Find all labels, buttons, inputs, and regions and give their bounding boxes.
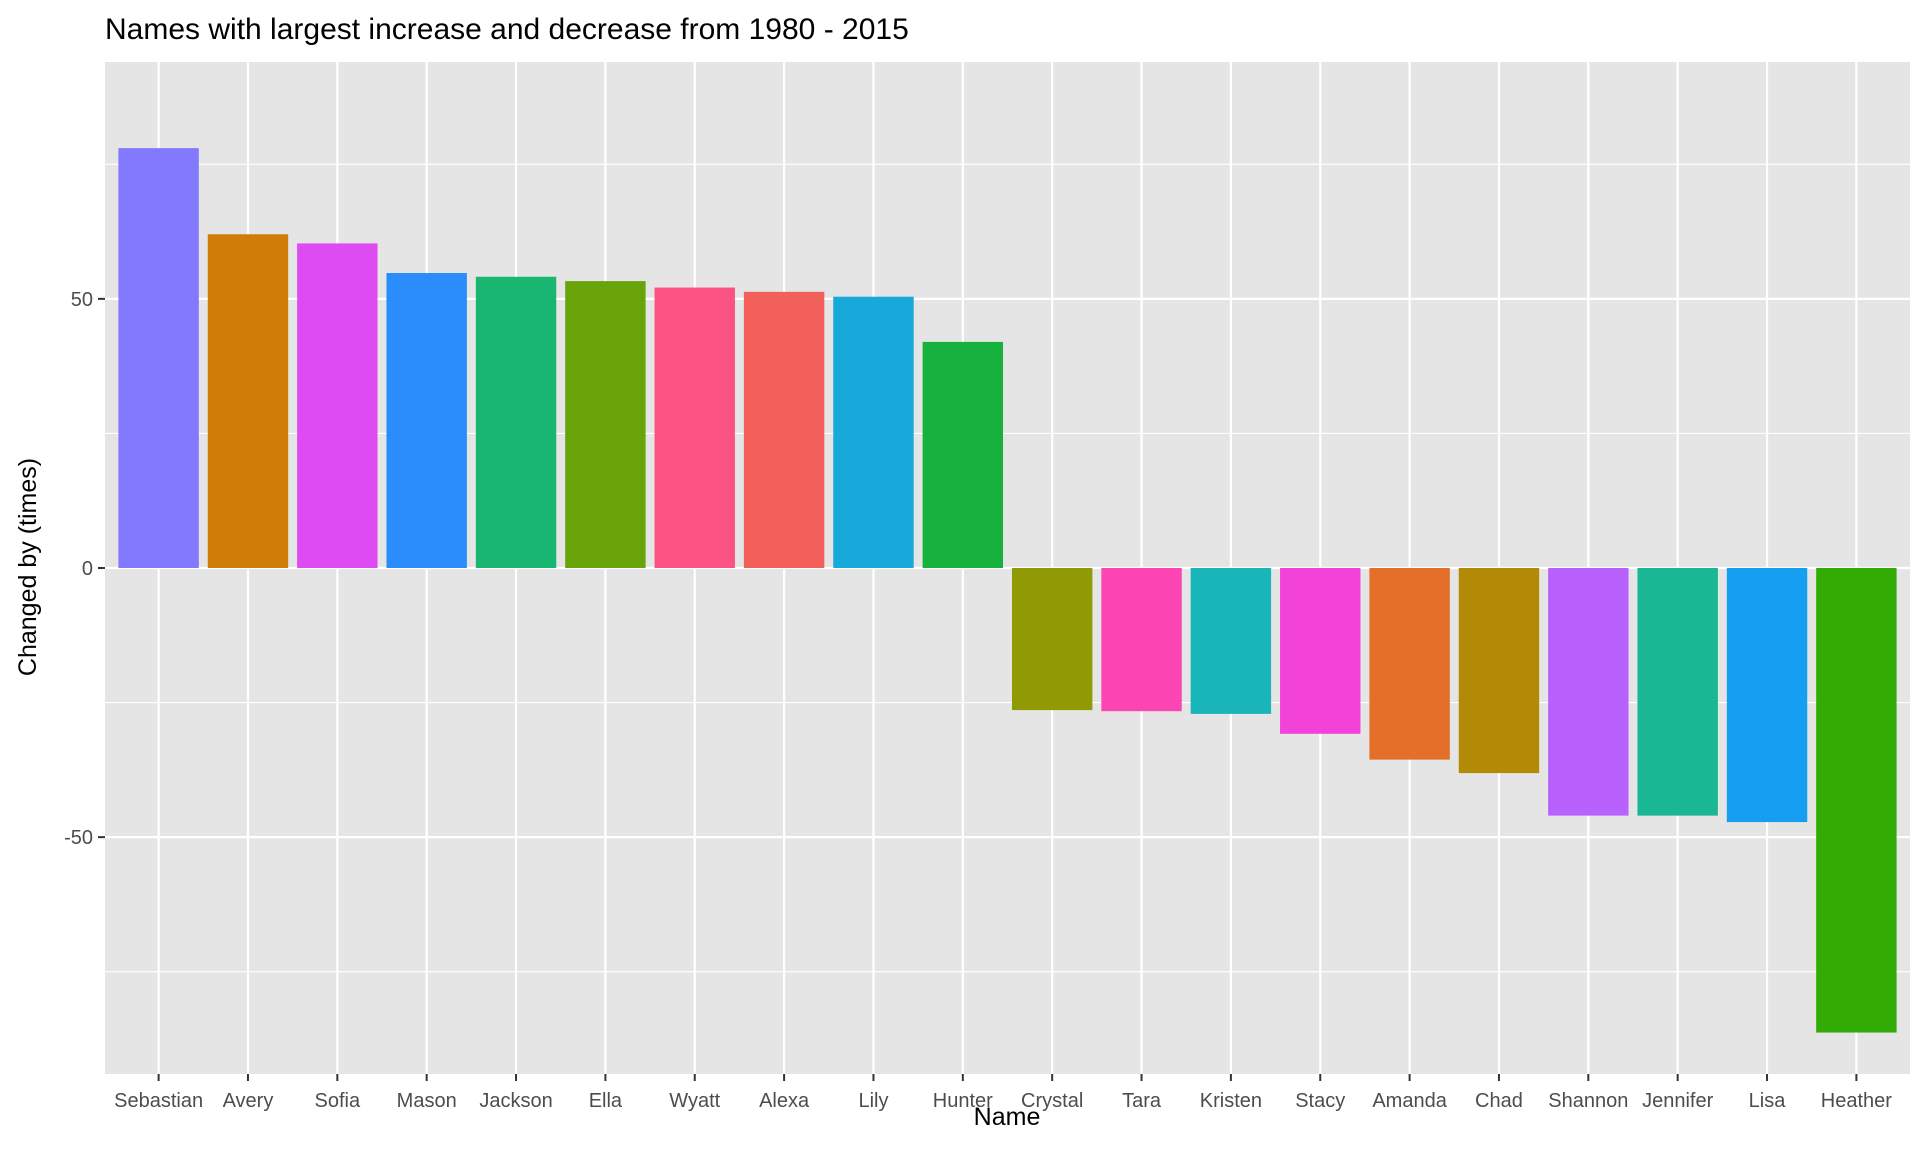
x-tick-label: Shannon — [1548, 1090, 1628, 1112]
x-tick-label: Lisa — [1749, 1090, 1787, 1112]
bar-jennifer — [1637, 568, 1718, 816]
bar-avery — [207, 234, 289, 569]
y-tick-label: 0 — [82, 558, 93, 580]
x-tick-label: Lily — [858, 1090, 888, 1112]
bar-wyatt — [654, 287, 735, 568]
x-axis: Sebastian Avery Sofia Mason Jackson Ella Wyatt… — [114, 1074, 1892, 1112]
bars — [118, 148, 1897, 1033]
bar-sebastian — [118, 148, 199, 568]
x-tick-label: Alexa — [759, 1090, 810, 1112]
x-tick-label: Wyatt — [669, 1090, 720, 1112]
bar-alexa — [743, 291, 825, 568]
bar-stacy — [1280, 568, 1361, 734]
y-axis-title: Changed by (times) — [14, 458, 42, 676]
x-tick-label: Ella — [589, 1090, 623, 1112]
x-tick-label: Jennifer — [1642, 1090, 1713, 1112]
x-tick-label: Crystal — [1021, 1090, 1083, 1112]
bar-heather — [1816, 568, 1897, 1033]
x-tick-label: Avery — [223, 1090, 274, 1112]
bar-hunter — [922, 341, 1004, 568]
bar-chad — [1458, 568, 1540, 774]
bar-sofia — [297, 243, 378, 569]
x-tick-label: Kristen — [1200, 1090, 1262, 1112]
x-tick-label: Hunter — [933, 1090, 993, 1112]
y-axis: -50 0 50 — [64, 289, 105, 849]
x-tick-label: Chad — [1475, 1090, 1523, 1112]
bar-shannon — [1548, 568, 1629, 816]
bar-jackson — [475, 276, 557, 568]
x-tick-label: Mason — [397, 1090, 457, 1112]
bar-crystal — [1011, 568, 1093, 711]
bar-tara — [1101, 568, 1182, 712]
x-tick-label: Sofia — [315, 1090, 361, 1112]
x-tick-label: Tara — [1122, 1090, 1162, 1112]
bar-kristen — [1190, 568, 1272, 714]
chart-title: Names with largest increase and decrease… — [105, 13, 909, 46]
y-tick-label: 50 — [71, 289, 93, 311]
x-tick-label: Sebastian — [114, 1090, 203, 1112]
bar-amanda — [1369, 568, 1450, 760]
bar-lily — [833, 296, 914, 568]
x-tick-label: Heather — [1821, 1090, 1892, 1112]
x-axis-title: Name — [974, 1103, 1041, 1131]
x-tick-label: Stacy — [1295, 1090, 1345, 1112]
bar-ella — [565, 281, 646, 568]
y-tick-label: -50 — [64, 827, 93, 849]
x-tick-label: Amanda — [1372, 1090, 1447, 1112]
x-tick-label: Jackson — [479, 1090, 552, 1112]
bar-lisa — [1726, 568, 1808, 823]
bar-mason — [386, 273, 467, 568]
